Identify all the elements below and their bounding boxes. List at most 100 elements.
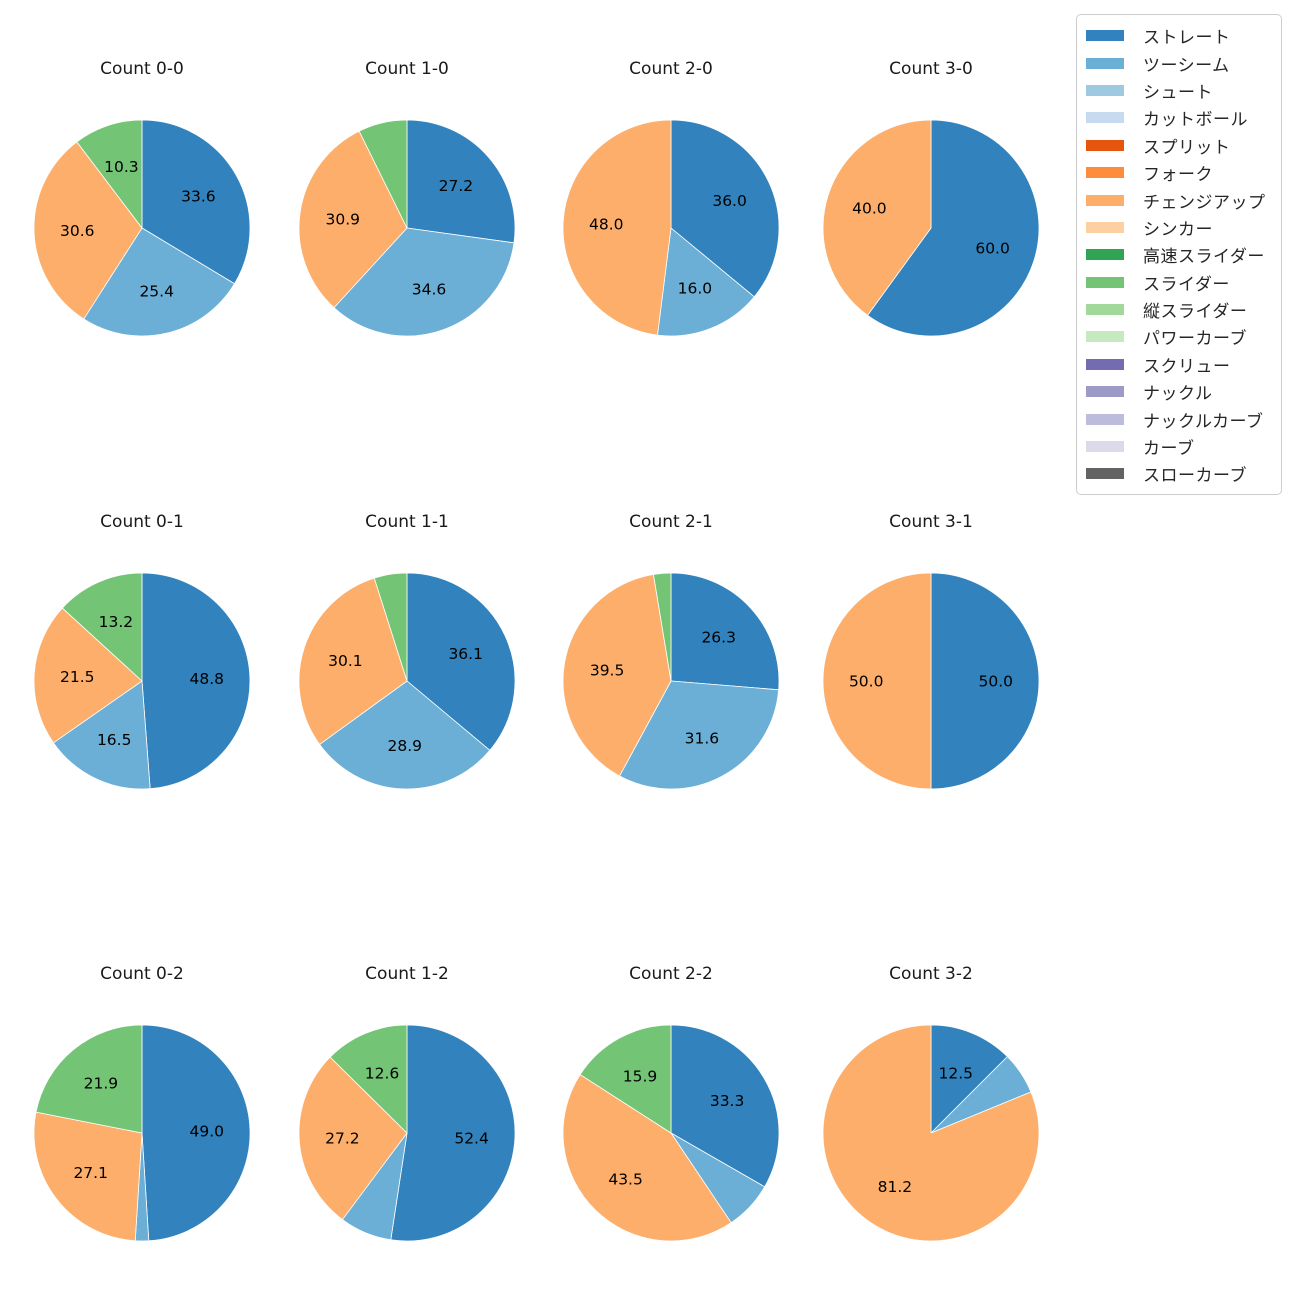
pie-slice bbox=[822, 572, 932, 790]
pie-slice bbox=[670, 572, 780, 691]
legend-label: パワーカーブ bbox=[1143, 329, 1247, 350]
legend-item: カットボール bbox=[1086, 104, 1273, 131]
legend-swatch bbox=[1086, 194, 1124, 206]
chart-title-count-3-0: Count 3-0 bbox=[889, 59, 973, 79]
pie-slice bbox=[141, 119, 251, 285]
pie-chart-count-2-0: 36.0 16.0 48.0 bbox=[562, 119, 780, 337]
legend-label: スクリュー bbox=[1143, 356, 1231, 377]
pie-slice bbox=[333, 227, 515, 337]
legend-swatch bbox=[1086, 304, 1124, 316]
pie-slice bbox=[390, 1024, 516, 1242]
slice-percent-label: 34.6 bbox=[412, 280, 447, 298]
legend-swatch bbox=[1086, 249, 1124, 261]
legend-label: ツーシーム bbox=[1143, 55, 1230, 76]
pie-chart-count-3-0: 60.0 40.0 bbox=[822, 119, 1040, 337]
pie-slice bbox=[141, 1024, 251, 1242]
chart-title-count-2-0: Count 2-0 bbox=[629, 59, 713, 79]
legend-item: ツーシーム bbox=[1086, 49, 1273, 76]
legend-swatch bbox=[1086, 221, 1124, 233]
slice-percent-label: 21.9 bbox=[84, 1074, 119, 1092]
legend-item: ナックルカーブ bbox=[1086, 405, 1273, 432]
pie-slice bbox=[33, 141, 143, 320]
chart-title-count-0-1: Count 0-1 bbox=[100, 512, 184, 532]
legend-swatch bbox=[1086, 358, 1124, 370]
slice-percent-label: 26.3 bbox=[701, 629, 736, 647]
slice-percent-label: 50.0 bbox=[979, 672, 1014, 690]
slice-percent-label: 10.3 bbox=[104, 158, 139, 176]
pie-chart-count-2-2: 33.3 43.5 15.9 bbox=[562, 1024, 780, 1242]
legend-item: シンカー bbox=[1086, 214, 1273, 241]
legend-item: スクリュー bbox=[1086, 351, 1273, 378]
slice-percent-label: 40.0 bbox=[852, 199, 887, 217]
pie-slice bbox=[406, 572, 516, 751]
pie-slice bbox=[329, 1024, 408, 1134]
pie-slice bbox=[83, 227, 235, 337]
legend-label: スローカーブ bbox=[1143, 466, 1247, 487]
pie-slice bbox=[562, 1074, 732, 1242]
legend-label: ストレート bbox=[1143, 28, 1231, 49]
legend-label: スプリット bbox=[1143, 137, 1231, 158]
pie-chart-count-0-0: 33.6 25.4 30.6 10.3 bbox=[33, 119, 251, 337]
chart-title-count-1-0: Count 1-0 bbox=[365, 59, 449, 79]
pie-slice bbox=[298, 130, 408, 309]
legend: ストレートツーシームシュートカットボール スプリットフォークチェンジアップ シンカー… bbox=[1076, 14, 1282, 495]
legend-swatch bbox=[1086, 331, 1124, 343]
pie-chart-count-3-2: 12.5 81.2 bbox=[822, 1024, 1040, 1242]
pie-slice bbox=[298, 1056, 408, 1220]
legend-label: シュート bbox=[1143, 82, 1213, 103]
slice-percent-label: 12.6 bbox=[365, 1065, 400, 1083]
pie-slice bbox=[373, 572, 408, 682]
slice-percent-label: 39.5 bbox=[590, 662, 625, 680]
slice-percent-label: 27.2 bbox=[325, 1129, 360, 1147]
legend-label: チェンジアップ bbox=[1143, 192, 1266, 213]
legend-label: ナックルカーブ bbox=[1143, 411, 1264, 432]
slice-percent-label: 27.1 bbox=[73, 1164, 108, 1182]
pie-slice bbox=[358, 119, 408, 229]
pie-chart-count-1-0: 27.2 34.6 30.9 bbox=[298, 119, 516, 337]
legend-label: シンカー bbox=[1143, 219, 1213, 240]
slice-percent-label: 36.0 bbox=[712, 192, 747, 210]
legend-swatch bbox=[1086, 386, 1124, 398]
slice-percent-label: 52.4 bbox=[454, 1129, 489, 1147]
slice-percent-label: 43.5 bbox=[608, 1171, 643, 1189]
slice-percent-label: 21.5 bbox=[60, 668, 95, 686]
pie-slice bbox=[33, 1111, 143, 1242]
slice-percent-label: 60.0 bbox=[975, 239, 1010, 257]
slice-percent-label: 49.0 bbox=[190, 1122, 225, 1140]
chart-title-count-2-2: Count 2-2 bbox=[629, 964, 713, 984]
pie-slice bbox=[319, 680, 491, 790]
pie-slice bbox=[867, 119, 1040, 337]
legend-label: フォーク bbox=[1143, 165, 1213, 186]
slice-percent-label: 81.2 bbox=[878, 1178, 913, 1196]
slice-percent-label: 30.9 bbox=[326, 210, 361, 228]
slice-percent-label: 15.9 bbox=[623, 1068, 658, 1086]
slice-percent-label: 13.2 bbox=[99, 613, 134, 631]
pie-slice bbox=[619, 680, 780, 790]
legend-item: パワーカーブ bbox=[1086, 323, 1273, 350]
legend-item: スライダー bbox=[1086, 269, 1273, 296]
legend-label: カットボール bbox=[1143, 110, 1248, 131]
slice-percent-label: 33.6 bbox=[181, 188, 216, 206]
slice-percent-label: 30.1 bbox=[328, 652, 363, 670]
legend-item: スローカーブ bbox=[1086, 460, 1273, 487]
pie-chart-count-3-1: 50.0 50.0 bbox=[822, 572, 1040, 790]
slice-percent-label: 48.0 bbox=[589, 215, 624, 233]
legend-item: ナックル bbox=[1086, 378, 1273, 405]
pie-slice bbox=[653, 572, 672, 682]
pie-slice bbox=[76, 119, 143, 229]
legend-item: シュート bbox=[1086, 77, 1273, 104]
pie-slice bbox=[670, 1024, 780, 1188]
pie-slice bbox=[822, 1024, 1040, 1242]
chart-title-count-3-2: Count 3-2 bbox=[889, 964, 973, 984]
legend-swatch bbox=[1086, 441, 1124, 453]
legend-item: チェンジアップ bbox=[1086, 186, 1273, 213]
chart-title-count-1-1: Count 1-1 bbox=[365, 512, 449, 532]
legend-swatch bbox=[1086, 413, 1124, 425]
legend-swatch bbox=[1086, 276, 1124, 288]
chart-title-count-2-1: Count 2-1 bbox=[629, 512, 713, 532]
chart-title-count-3-1: Count 3-1 bbox=[889, 512, 973, 532]
pie-slice bbox=[406, 119, 516, 244]
legend-item: スプリット bbox=[1086, 132, 1273, 159]
legend-swatch bbox=[1086, 84, 1124, 96]
